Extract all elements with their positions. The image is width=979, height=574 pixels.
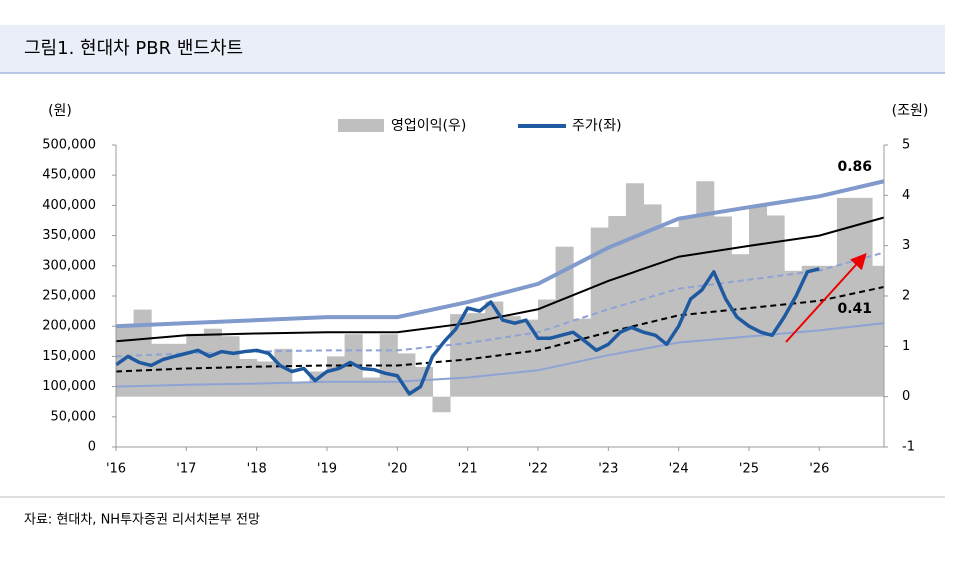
- y2-tick-label: 2: [902, 289, 910, 304]
- profit-area: [555, 246, 574, 397]
- source-note: 자료: 현대차, NH투자증권 리서치본부 전망: [24, 513, 260, 528]
- x-tick-label: '21: [458, 462, 478, 477]
- pbr-band-line: [115, 285, 885, 373]
- profit-area: [362, 377, 381, 397]
- y-tick-label: 350,000: [42, 228, 96, 243]
- profit-area: [485, 301, 504, 397]
- x-tick-label: '20: [387, 462, 407, 477]
- profit-area: [836, 197, 855, 397]
- profit-area: [608, 215, 627, 397]
- profit-area: [696, 181, 715, 397]
- profit-area: [168, 343, 187, 397]
- y-tick-label: 400,000: [42, 198, 96, 213]
- title-bar: [0, 25, 945, 73]
- profit-area: [326, 356, 346, 397]
- x-tick-label: '23: [598, 462, 618, 477]
- pbr-band-line: [115, 322, 885, 388]
- profit-area: [133, 309, 152, 397]
- y2-tick-label: 0: [902, 389, 910, 404]
- y-tick-label: 150,000: [42, 349, 96, 364]
- plot-area: 0.86 0.41 0 50,000 100,000 150,000 200,000 250,…: [42, 138, 915, 477]
- y-tick-label: 300,000: [42, 258, 96, 273]
- profit-area: [661, 227, 680, 397]
- x-tick-label: '22: [528, 462, 548, 477]
- x-tick-label: '24: [669, 462, 689, 477]
- y2-tick-label: 5: [902, 138, 910, 153]
- pbr-band-line: [115, 179, 885, 329]
- y-tick-label: 0: [88, 440, 96, 455]
- x-tick-label: '17: [176, 462, 196, 477]
- x-tick-label: '25: [739, 462, 759, 477]
- profit-area: [274, 348, 293, 397]
- profit-area: [731, 254, 750, 397]
- x-tick-label: '16: [106, 462, 126, 477]
- profit-area: [116, 326, 135, 397]
- y2-tick-label: 4: [902, 188, 910, 203]
- profit-area: [186, 333, 205, 397]
- y-tick-label: 250,000: [42, 289, 96, 304]
- legend-swatch: [338, 119, 384, 132]
- profit-area: [819, 265, 838, 397]
- pbr-band-line: [115, 251, 885, 358]
- profit-area: [872, 265, 885, 397]
- profit-area: [203, 328, 222, 397]
- pbr-band-line: [115, 216, 885, 343]
- profit-area: [573, 318, 592, 397]
- profit-area: [256, 361, 275, 397]
- chart-title: 그림1. 현대차 PBR 밴드차트: [24, 38, 243, 59]
- profit-area: [467, 313, 486, 397]
- profit-area: [713, 216, 732, 397]
- profit-area: [502, 316, 521, 397]
- price-line: [114, 267, 820, 396]
- y-tick-label: 450,000: [42, 168, 96, 183]
- band-label: 0.41: [837, 301, 872, 317]
- profit-area: [625, 183, 644, 397]
- profit-area: [748, 205, 768, 397]
- band-label: 0.86: [837, 159, 872, 175]
- profit-area: [854, 197, 873, 397]
- x-tick-label: '19: [317, 462, 337, 477]
- y-tick-label: 500,000: [42, 138, 96, 153]
- y-tick-label: 50,000: [51, 409, 97, 424]
- y-tick-label: 100,000: [42, 379, 96, 394]
- profit-area: [291, 382, 310, 397]
- y2-axis-label: (조원): [892, 103, 929, 119]
- profit-area: [432, 396, 451, 413]
- legend-label: 영업이익(우): [391, 118, 466, 134]
- y2-tick-label: -1: [902, 440, 915, 455]
- profit-area: [520, 319, 539, 397]
- legend-label: 주가(좌): [572, 118, 622, 134]
- y-tick-label: 200,000: [42, 319, 96, 334]
- profit-area: [239, 358, 258, 397]
- profit-area: [590, 227, 609, 397]
- y2-tick-label: 1: [902, 339, 910, 354]
- x-tick-label: '18: [247, 462, 267, 477]
- x-tick-label: '26: [809, 462, 829, 477]
- y2-tick-label: 3: [902, 238, 910, 253]
- profit-area: [450, 314, 469, 397]
- y-axis-label: (원): [48, 103, 72, 119]
- trend-arrow: [785, 253, 867, 343]
